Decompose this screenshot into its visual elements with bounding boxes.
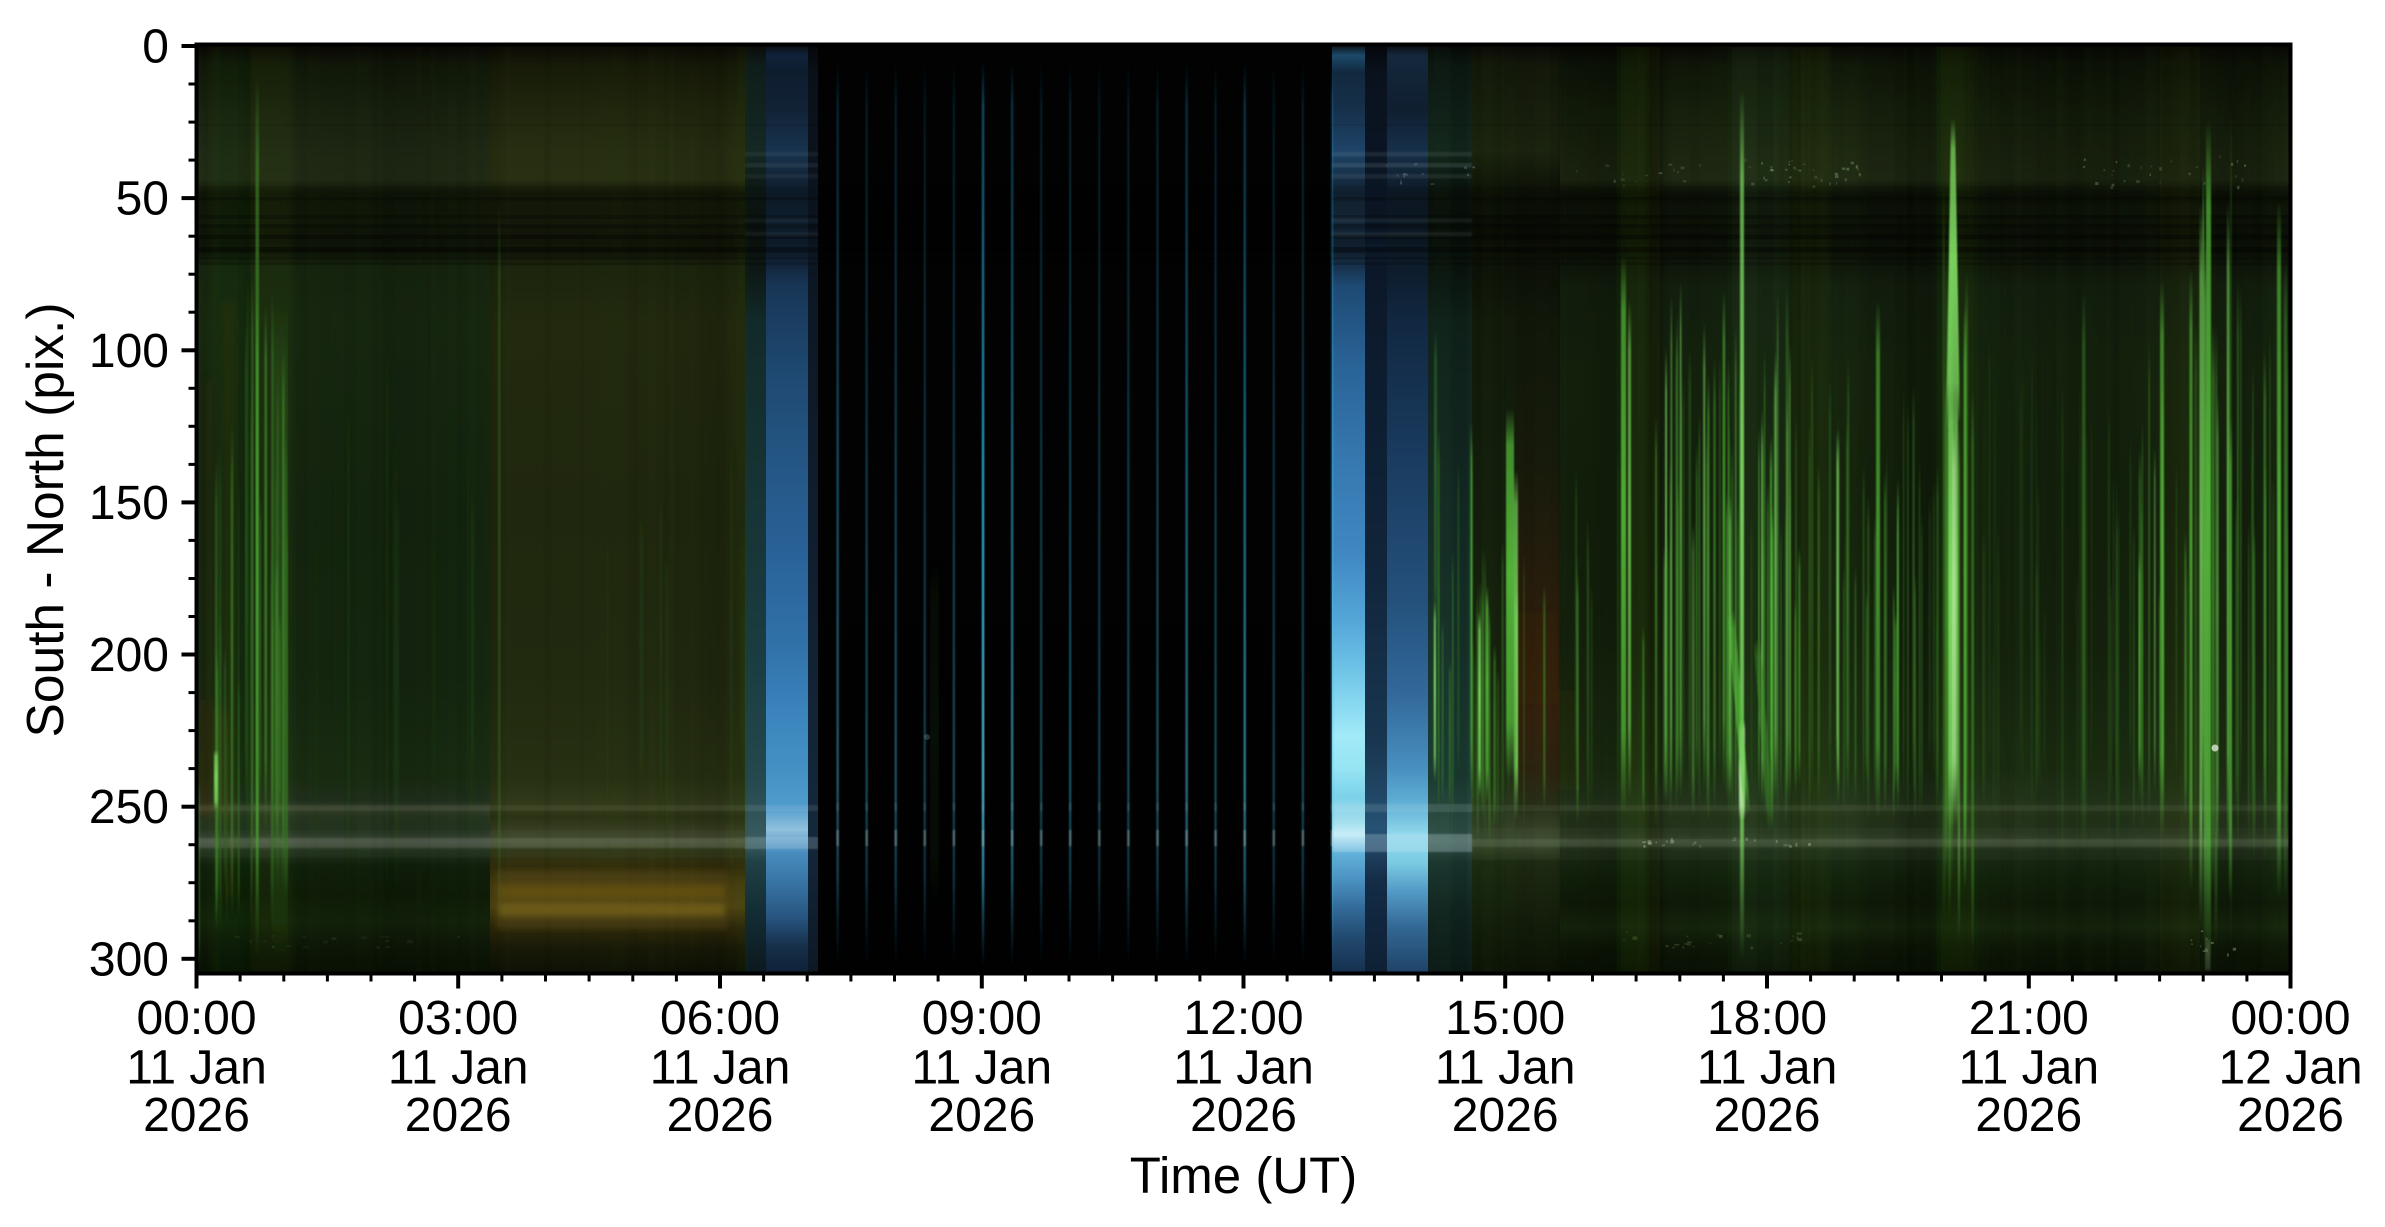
svg-text:2026: 2026 — [405, 1089, 512, 1142]
svg-text:250: 250 — [89, 781, 169, 834]
svg-text:12 Jan: 12 Jan — [2218, 1042, 2362, 1095]
svg-text:50: 50 — [116, 173, 169, 226]
svg-text:2026: 2026 — [2237, 1089, 2344, 1142]
svg-text:150: 150 — [89, 477, 169, 530]
svg-text:11 Jan: 11 Jan — [912, 1042, 1053, 1095]
svg-text:2026: 2026 — [1190, 1089, 1297, 1142]
svg-text:11 Jan: 11 Jan — [388, 1042, 529, 1095]
svg-text:21:00: 21:00 — [1969, 992, 2089, 1045]
svg-text:11 Jan: 11 Jan — [1959, 1042, 2100, 1095]
svg-text:2026: 2026 — [928, 1089, 1035, 1142]
svg-text:2026: 2026 — [667, 1089, 774, 1142]
svg-text:12:00: 12:00 — [1183, 992, 1303, 1045]
svg-text:18:00: 18:00 — [1707, 992, 1827, 1045]
svg-text:11 Jan: 11 Jan — [126, 1042, 267, 1095]
svg-text:11 Jan: 11 Jan — [1697, 1042, 1838, 1095]
svg-text:15:00: 15:00 — [1445, 992, 1565, 1045]
svg-text:09:00: 09:00 — [922, 992, 1042, 1045]
svg-text:2026: 2026 — [143, 1089, 250, 1142]
svg-text:200: 200 — [89, 629, 169, 682]
svg-text:11 Jan: 11 Jan — [1435, 1042, 1576, 1095]
svg-text:300: 300 — [89, 933, 169, 986]
svg-text:03:00: 03:00 — [398, 992, 518, 1045]
svg-text:100: 100 — [89, 325, 169, 378]
svg-text:11 Jan: 11 Jan — [1173, 1042, 1314, 1095]
svg-text:2026: 2026 — [1452, 1089, 1559, 1142]
svg-text:11 Jan: 11 Jan — [650, 1042, 791, 1095]
svg-text:00:00: 00:00 — [136, 992, 256, 1045]
svg-text:06:00: 06:00 — [660, 992, 780, 1045]
svg-text:0: 0 — [142, 21, 169, 74]
svg-text:2026: 2026 — [1975, 1089, 2082, 1142]
svg-text:2026: 2026 — [1714, 1089, 1821, 1142]
svg-text:Time (UT): Time (UT) — [1130, 1147, 1358, 1204]
svg-text:00:00: 00:00 — [2230, 992, 2350, 1045]
svg-text:South - North (pix.): South - North (pix.) — [16, 302, 74, 737]
